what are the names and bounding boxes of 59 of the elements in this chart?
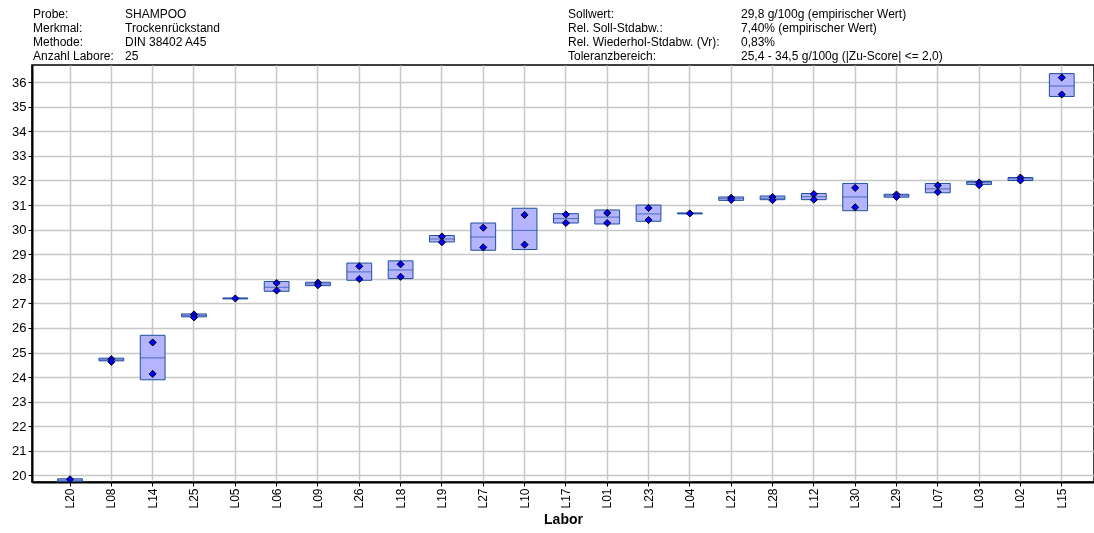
y-tick-label: 33 xyxy=(12,148,27,164)
text: SHAMPOO xyxy=(125,7,187,21)
x-tick-label: L15 xyxy=(1054,488,1069,509)
x-tick-label: L17 xyxy=(558,488,573,509)
y-tick-label: 24 xyxy=(12,369,27,385)
x-tick-label: L25 xyxy=(186,488,201,509)
x-tick-label: L18 xyxy=(393,488,408,509)
x-tick-label: L02 xyxy=(1013,488,1028,509)
x-tick-label: L19 xyxy=(434,488,449,509)
x-tick-label: L23 xyxy=(641,488,656,509)
y-tick-label: 23 xyxy=(12,394,27,410)
text: Trockenrückstand xyxy=(125,21,220,35)
x-tick-label: L12 xyxy=(806,488,821,509)
text: DIN 38402 A45 xyxy=(125,35,207,49)
text: Methode: xyxy=(33,35,84,49)
text: Merkmal: xyxy=(33,21,83,35)
text: Probe: xyxy=(33,7,69,21)
text: Rel. Soll-Stdabw.: xyxy=(568,21,663,35)
y-tick-label: 35 xyxy=(12,99,27,115)
text: 25 xyxy=(125,49,139,63)
x-tick-label: L08 xyxy=(104,488,119,509)
y-tick-label: 34 xyxy=(12,123,27,139)
y-tick-label: 21 xyxy=(12,443,27,459)
text: Rel. Wiederhol-Stdabw. (Vr): xyxy=(568,35,720,49)
y-tick-label: 20 xyxy=(12,467,27,483)
x-tick-label: L21 xyxy=(724,488,739,509)
y-tick-label: 36 xyxy=(12,74,27,90)
x-tick-label: L29 xyxy=(889,488,904,509)
x-tick-label: L03 xyxy=(972,488,987,509)
x-tick-label: L05 xyxy=(228,488,243,509)
x-tick-label: L28 xyxy=(765,488,780,509)
x-tick-label: L06 xyxy=(269,488,284,509)
y-tick-label: 29 xyxy=(12,246,27,262)
text: 25,4 - 34,5 g/100g (|Zu-Score| <= 2,0) xyxy=(741,49,943,63)
text: Anzahl Labore: xyxy=(33,49,114,63)
y-tick-label: 22 xyxy=(12,418,27,434)
x-tick-label: L04 xyxy=(682,488,697,509)
text: 7,40% (empirischer Wert) xyxy=(741,21,877,35)
y-tick-label: 32 xyxy=(12,172,27,188)
x-tick-label: L07 xyxy=(930,488,945,509)
text: Toleranzbereich: xyxy=(568,49,657,63)
x-tick-label: L30 xyxy=(848,488,863,509)
x-tick-label: L27 xyxy=(476,488,491,509)
x-tick-label: L01 xyxy=(600,488,615,509)
x-tick-label: L20 xyxy=(63,488,78,509)
y-tick-label: 31 xyxy=(12,197,27,213)
x-tick-label: L09 xyxy=(310,488,325,509)
x-tick-label: L26 xyxy=(352,488,367,509)
x-tick-label: L10 xyxy=(517,488,532,509)
y-tick-label: 30 xyxy=(12,222,27,238)
y-tick-label: 27 xyxy=(12,295,27,311)
y-tick-label: 25 xyxy=(12,345,27,360)
y-tick-label: 26 xyxy=(12,320,27,336)
x-tick-label: L14 xyxy=(145,488,160,509)
text: 29,8 g/100g (empirischer Wert) xyxy=(741,7,907,21)
text: Sollwert: xyxy=(568,7,615,21)
text: 0,83% xyxy=(741,35,776,49)
x-axis-title: Labor xyxy=(544,510,584,527)
y-tick-label: 28 xyxy=(12,271,27,287)
